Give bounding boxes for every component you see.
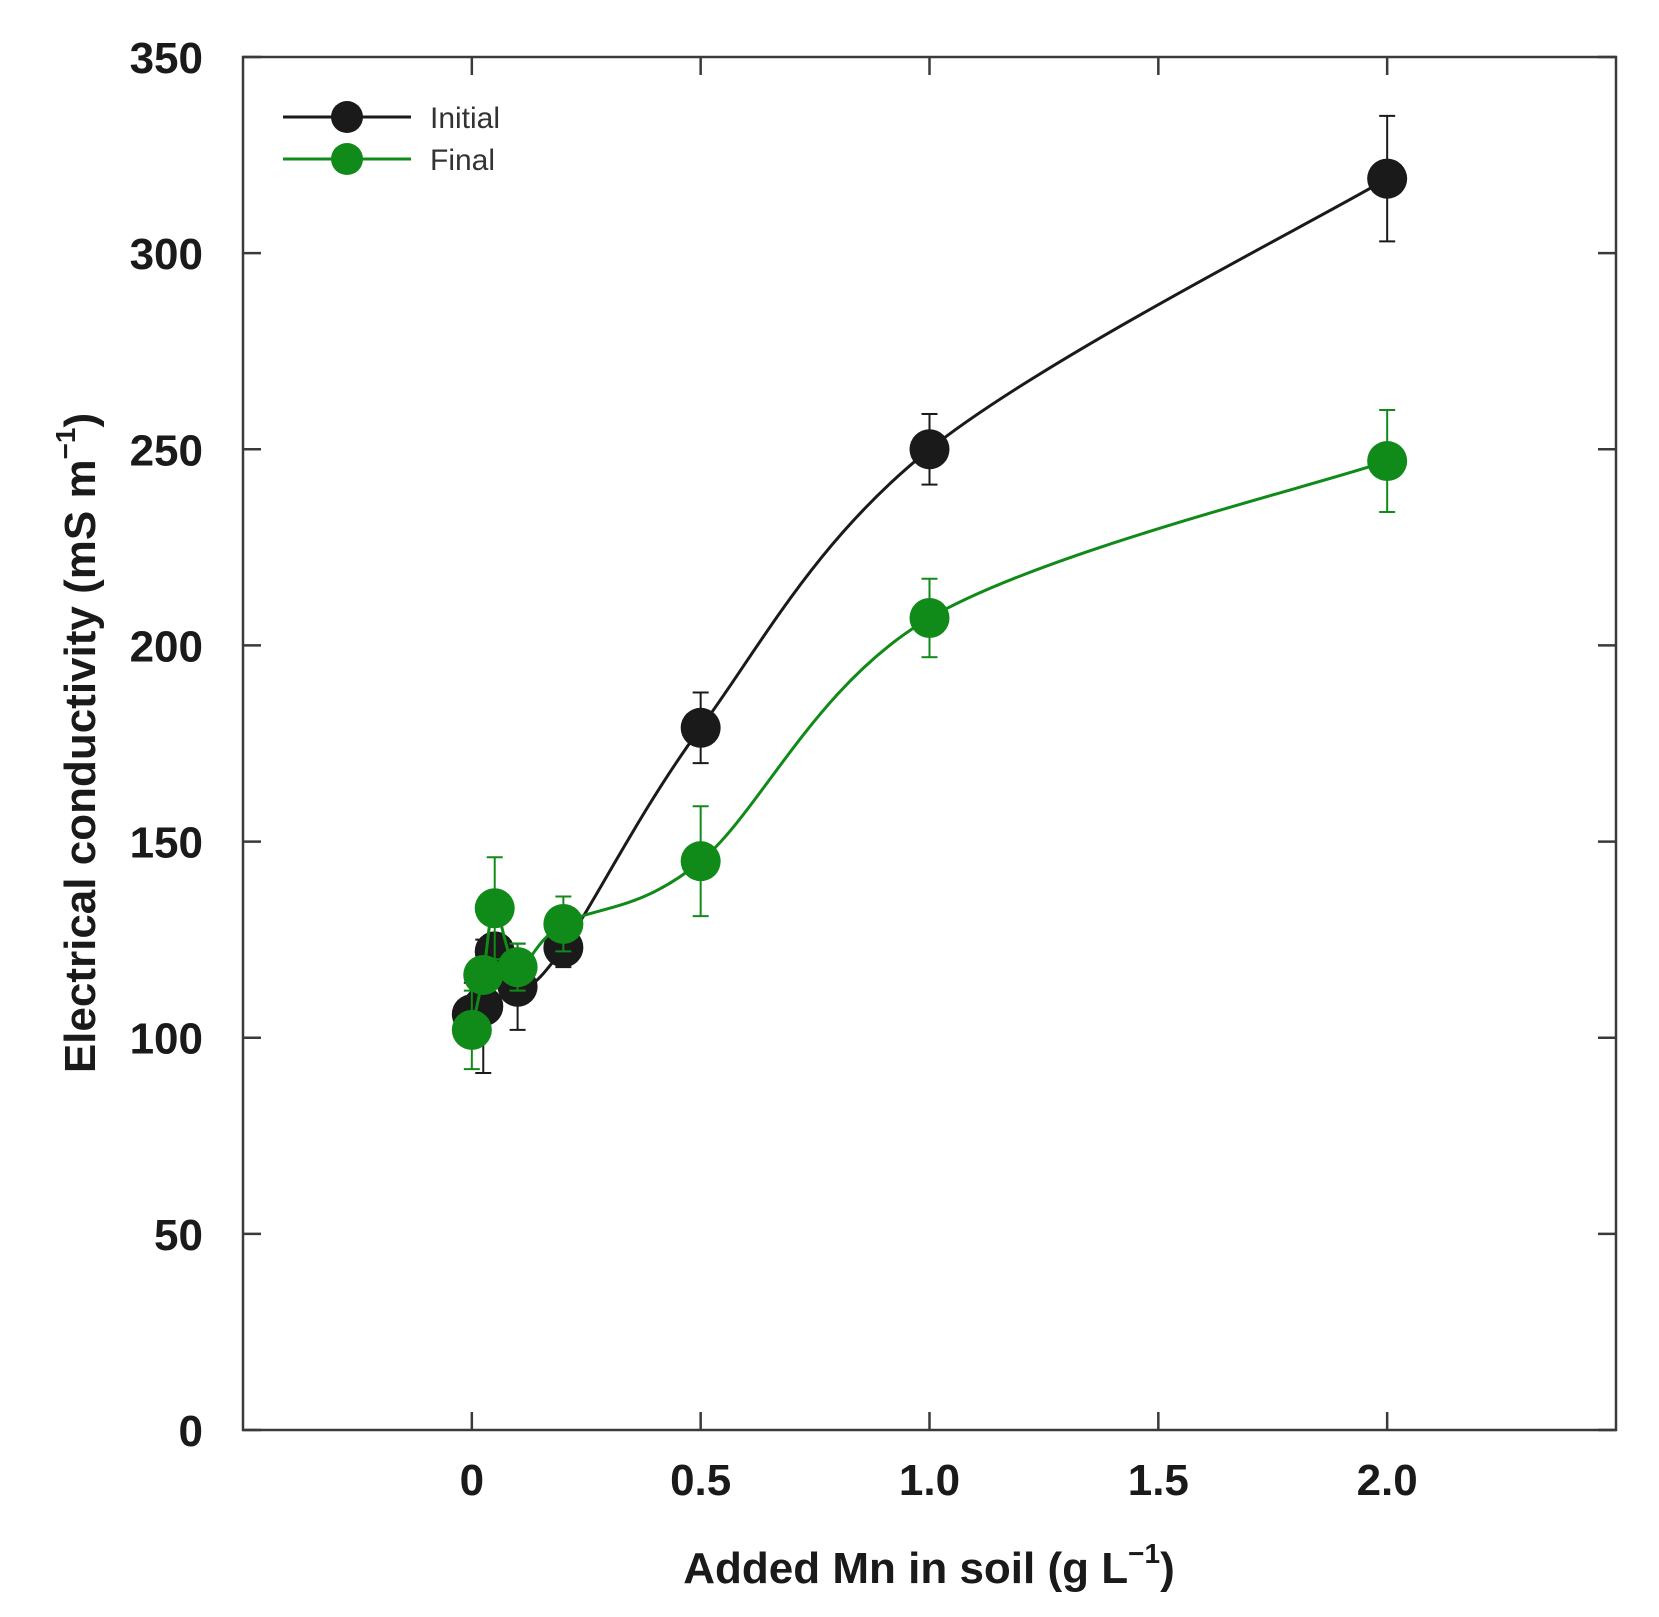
x-axis-title-close: ) [1160,1544,1175,1593]
x-tick-label: 1.5 [1128,1456,1189,1505]
x-axis-title-text: Added Mn in soil (g L [683,1544,1128,1593]
x-tick-label: 0 [460,1456,484,1505]
y-tick-label: 150 [130,819,203,868]
plot-frame [241,55,1618,1432]
data-point-initial [1367,158,1408,199]
y-tick-label: 50 [154,1211,203,1260]
y-axis-title-text: Electrical conductivity (mS m [56,459,105,1073]
data-point-final [474,888,515,929]
ticks: 0 50 100 150 200 250 300 350 0 0.5 1.0 1.5 2.0 [130,34,1616,1505]
y-tick-label: 350 [130,34,203,83]
data-point-final [909,597,950,638]
legend-label-final: Final [430,144,495,177]
x-tick-label: 1.0 [899,1456,960,1505]
data-point-final [451,1009,492,1050]
y-tick-label: 300 [130,230,203,279]
y-tick-label: 200 [130,622,203,671]
y-tick-label: 100 [130,1015,203,1064]
legend: Initial Final [283,101,500,177]
y-axis-title-close: ) [56,413,105,428]
legend-marker-initial [331,101,363,133]
y-axis-title-sup: −1 [50,427,81,459]
x-axis-title-sup: −1 [1128,1538,1160,1569]
x-tick-label: 0.5 [670,1456,731,1505]
data-point-final [1367,441,1408,482]
y-axis-title: Electrical conductivity (mS m−1) [50,413,105,1073]
data-point-final [543,903,584,944]
series-final [451,409,1408,1071]
series-line-final [470,459,1388,1031]
data-point-final [497,947,538,988]
series-layer [451,114,1408,1075]
legend-label-initial: Initial [430,102,500,135]
data-point-final [680,841,721,882]
y-tick-label: 0 [179,1407,203,1456]
x-tick-label: 2.0 [1357,1456,1418,1505]
legend-marker-final [331,143,363,175]
data-point-initial [680,707,721,748]
x-axis-title: Added Mn in soil (g L−1) [683,1538,1174,1593]
data-point-final [463,954,504,995]
y-tick-label: 250 [130,426,203,475]
data-point-initial [909,429,950,470]
